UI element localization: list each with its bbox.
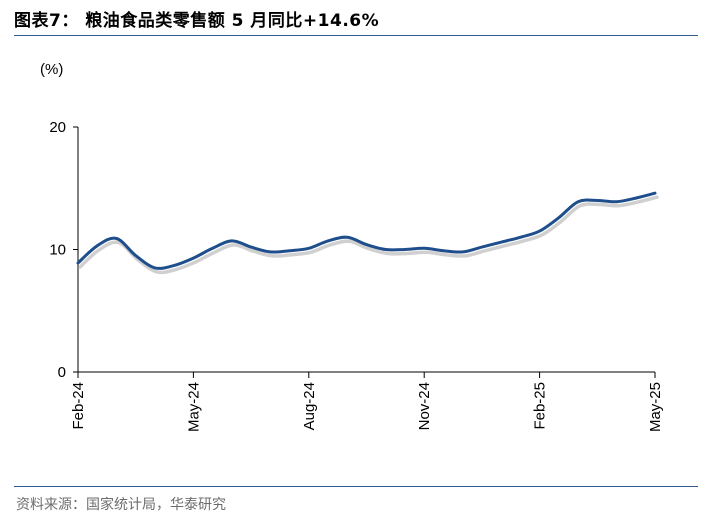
x-tick-label: May-25 — [647, 382, 664, 432]
series-line-shadow — [78, 195, 659, 275]
axes: 0 10 20 Feb-24 May-24 Aug-24 Nov-24 Feb-25 May-2… — [49, 119, 664, 432]
series-line — [76, 191, 657, 270]
y-tick-label: 10 — [49, 242, 66, 259]
x-tick-label: Feb-24 — [70, 382, 87, 430]
y-unit-label: (%) — [40, 61, 63, 78]
chart-title: 图表7： 粮油食品类零售额 5 月同比+14.6% — [14, 11, 380, 31]
series-layer — [76, 191, 659, 275]
x-tick-label: Nov-24 — [416, 382, 433, 430]
title-rule — [14, 35, 698, 36]
x-tick-label: May-24 — [185, 382, 202, 432]
y-tick-label: 20 — [49, 119, 66, 136]
x-tick-label: Aug-24 — [301, 382, 318, 430]
y-tick-label: 0 — [58, 364, 66, 381]
source-note: 资料来源：国家统计局，华泰研究 — [16, 497, 226, 513]
footer-rule — [14, 486, 698, 487]
x-tick-label: Feb-25 — [532, 382, 549, 430]
